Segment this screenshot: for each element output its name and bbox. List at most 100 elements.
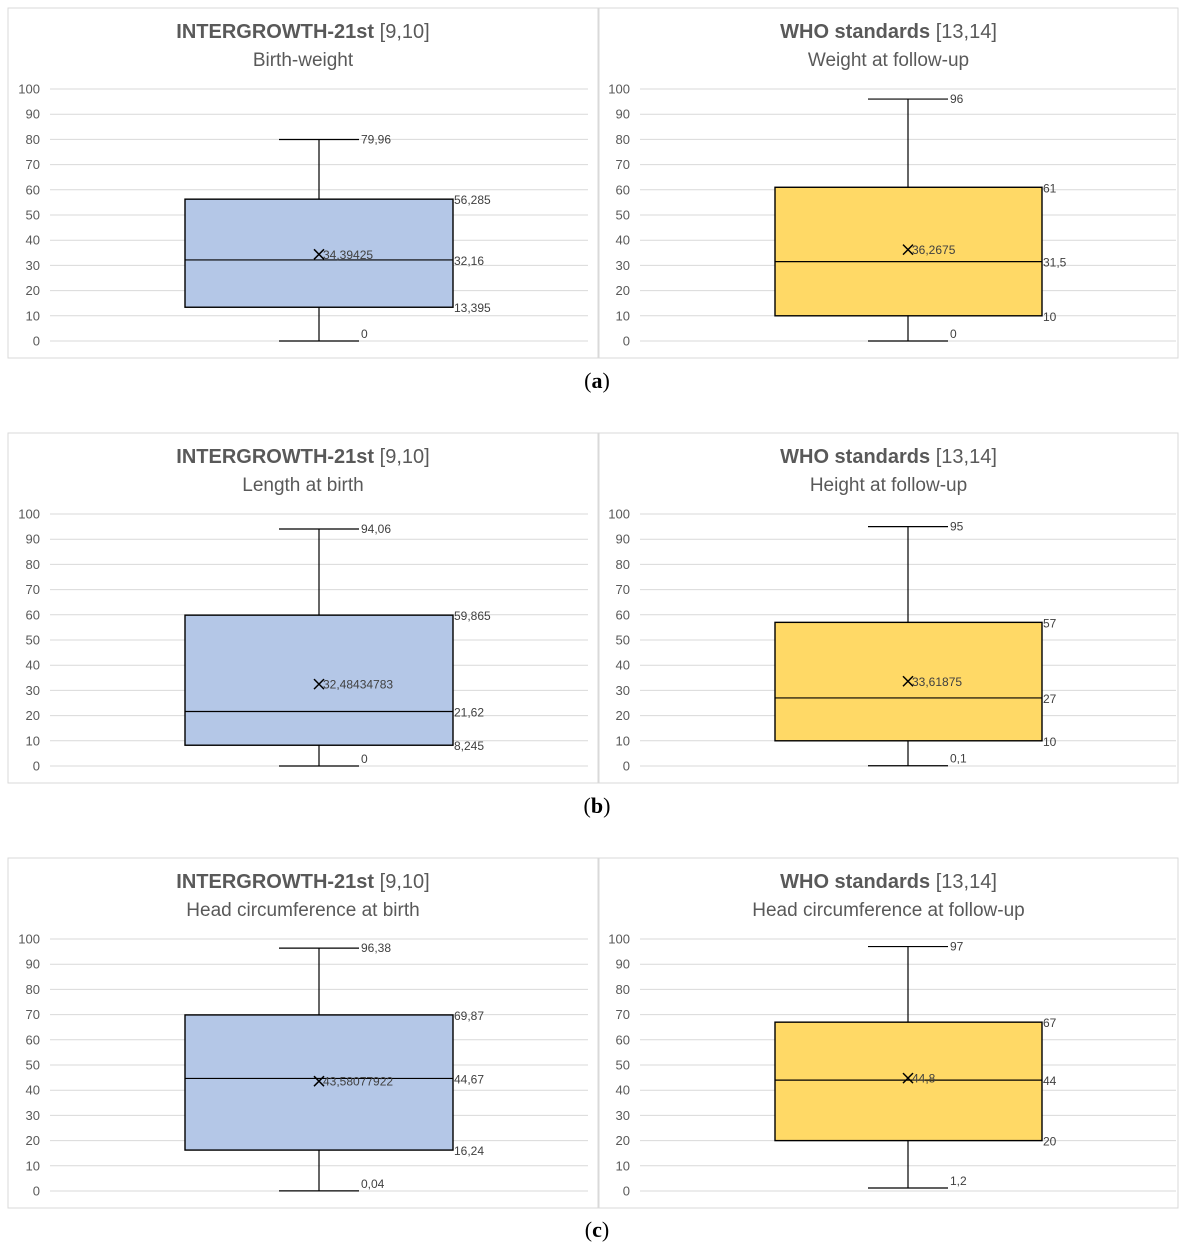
panel-label-paren: ): [603, 368, 610, 393]
y-tick-label: 80: [616, 982, 630, 997]
mean-marker-stroke: [902, 244, 914, 256]
chart-title: WHO standards [13,14]: [780, 446, 997, 468]
max-label: 96,38: [361, 941, 391, 955]
mean-marker-stroke: [313, 678, 325, 690]
y-tick-label: 30: [26, 683, 40, 698]
mean-marker: [902, 1072, 914, 1084]
q3-label: 59,865: [454, 609, 491, 623]
y-tick-label: 0: [33, 759, 40, 774]
y-tick-label: 0: [623, 334, 630, 349]
mean-marker: [902, 244, 914, 256]
chart-title: INTERGROWTH-21st [9,10]: [176, 871, 429, 893]
mean-marker-stroke: [902, 1072, 914, 1084]
chart-title-main: INTERGROWTH-21st: [176, 446, 374, 468]
y-tick-label: 60: [26, 607, 40, 622]
y-tick-label: 30: [616, 258, 630, 273]
mean-marker: [902, 675, 914, 687]
y-tick-label: 100: [18, 507, 40, 522]
iqr-box: [774, 1021, 1043, 1142]
median-label: 21,62: [454, 706, 484, 720]
y-tick-label: 50: [616, 1058, 630, 1073]
y-tick-label: 30: [26, 258, 40, 273]
chart-title: WHO standards [13,14]: [780, 21, 997, 43]
median-label: 32,16: [454, 254, 484, 268]
y-tick-label: 100: [608, 82, 630, 97]
chart-title-ref: [13,14]: [930, 21, 997, 43]
y-tick-label: 90: [26, 532, 40, 547]
chart-subtitle: Length at birth: [242, 475, 363, 496]
panel-label-paren: ): [602, 1217, 609, 1242]
panel-label-letter: c: [592, 1217, 602, 1242]
y-tick-label: 40: [616, 658, 630, 673]
y-tick-label: 50: [616, 208, 630, 223]
y-tick-label: 30: [616, 1108, 630, 1123]
y-tick-label: 0: [623, 1184, 630, 1199]
mean-marker: [313, 1075, 325, 1087]
y-tick-label: 60: [26, 1032, 40, 1047]
chart-title-ref: [13,14]: [930, 446, 997, 468]
y-tick-label: 0: [33, 334, 40, 349]
y-tick-label: 50: [26, 633, 40, 648]
q3-label: 57: [1043, 616, 1057, 630]
y-tick-label: 60: [616, 182, 630, 197]
max-label: 96: [950, 92, 964, 106]
y-tick-label: 70: [616, 582, 630, 597]
y-tick-label: 40: [616, 233, 630, 248]
y-tick-label: 80: [26, 132, 40, 147]
y-tick-label: 50: [616, 633, 630, 648]
y-tick-label: 20: [26, 1133, 40, 1148]
panel-label-paren: (: [584, 368, 591, 393]
y-tick-label: 100: [18, 82, 40, 97]
max-label: 97: [950, 940, 964, 954]
panel-label-paren: (: [585, 1217, 592, 1242]
q1-label: 8,245: [454, 739, 484, 753]
chart-title-main: INTERGROWTH-21st: [176, 871, 374, 893]
q1-label: 13,395: [454, 301, 491, 315]
iqr-box: [774, 186, 1043, 317]
q3-label: 61: [1043, 181, 1057, 195]
y-tick-label: 30: [616, 683, 630, 698]
y-tick-label: 100: [608, 932, 630, 947]
y-tick-label: 40: [616, 1083, 630, 1098]
max-label: 95: [950, 520, 964, 534]
chart-title: WHO standards [13,14]: [780, 871, 997, 893]
y-tick-label: 60: [26, 182, 40, 197]
chart-panel-3-right: WHO standards [13,14] Head circumference …: [598, 857, 1179, 1209]
chart-subtitle: Birth-weight: [253, 50, 354, 71]
q3-label: 56,285: [454, 193, 491, 207]
median-label: 31,5: [1043, 256, 1067, 270]
chart-panel-1-right: WHO standards [13,14] Weight at follow-up…: [598, 7, 1179, 359]
chart-title-main: WHO standards: [780, 871, 930, 893]
y-tick-label: 70: [26, 157, 40, 172]
y-tick-label: 50: [26, 208, 40, 223]
y-tick-label: 20: [616, 283, 630, 298]
panel-label-letter: b: [591, 793, 603, 818]
y-tick-label: 40: [26, 1083, 40, 1098]
y-tick-label: 80: [616, 132, 630, 147]
y-tick-label: 70: [616, 157, 630, 172]
y-tick-label: 10: [616, 1158, 630, 1173]
y-tick-label: 70: [616, 1007, 630, 1022]
panel-label-paren: ): [603, 793, 610, 818]
q1-label: 10: [1043, 310, 1057, 324]
median-label: 44,67: [454, 1072, 484, 1086]
chart-title-main: WHO standards: [780, 21, 930, 43]
mean-marker: [313, 248, 325, 260]
y-tick-label: 70: [26, 582, 40, 597]
mean-marker-stroke: [902, 675, 914, 687]
chart-title-ref: [9,10]: [374, 871, 430, 893]
chart-title: INTERGROWTH-21st [9,10]: [176, 21, 429, 43]
panel-label-b: (b): [584, 793, 611, 818]
q1-label: 20: [1043, 1135, 1057, 1149]
max-label: 79,96: [361, 133, 391, 147]
mean-label: 32,48434783: [323, 678, 393, 692]
chart-subtitle: Head circumference at birth: [186, 900, 419, 921]
mean-marker-stroke: [313, 1075, 325, 1087]
min-label: 0: [950, 327, 957, 341]
y-tick-label: 90: [616, 107, 630, 122]
mean-label: 44,8: [912, 1072, 936, 1086]
y-tick-label: 40: [26, 658, 40, 673]
min-label: 0: [361, 752, 368, 766]
y-tick-label: 20: [616, 708, 630, 723]
median-label: 27: [1043, 692, 1057, 706]
